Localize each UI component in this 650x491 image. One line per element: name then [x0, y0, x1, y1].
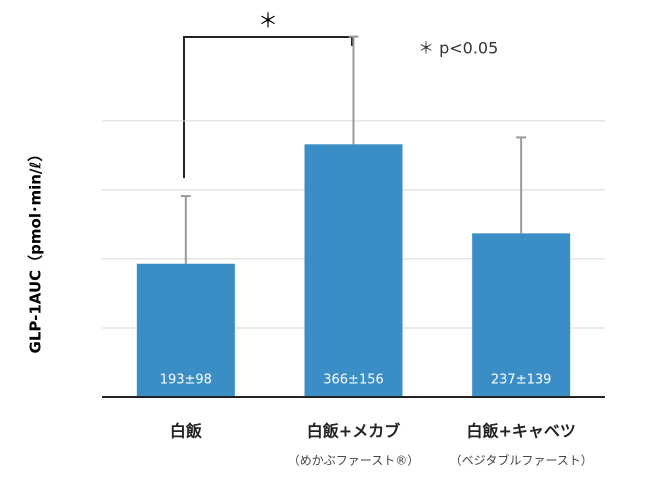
value-label: 193±98 [160, 373, 212, 388]
value-label: 366±156 [323, 373, 384, 388]
value-label: 237±139 [491, 373, 552, 388]
y-axis-label: GLP-1AUC（pmol･min/ℓ） [27, 147, 45, 354]
x-tick-label: 白飯+メカブ [307, 422, 400, 441]
bar [472, 233, 571, 397]
x-tick-label: 白飯 [170, 422, 202, 441]
annotation: ＊ p<0.05 [418, 39, 498, 58]
x-tick-sublabel: （めかぶファースト®） [288, 454, 419, 468]
significance-mark: ＊ [258, 9, 278, 33]
significance-bracket [183, 36, 353, 178]
x-tick-label: 白飯+キャベツ [466, 422, 575, 441]
bar [304, 144, 403, 397]
x-tick-sublabel: （ベジタブルファースト） [450, 453, 593, 468]
bar [136, 263, 235, 397]
